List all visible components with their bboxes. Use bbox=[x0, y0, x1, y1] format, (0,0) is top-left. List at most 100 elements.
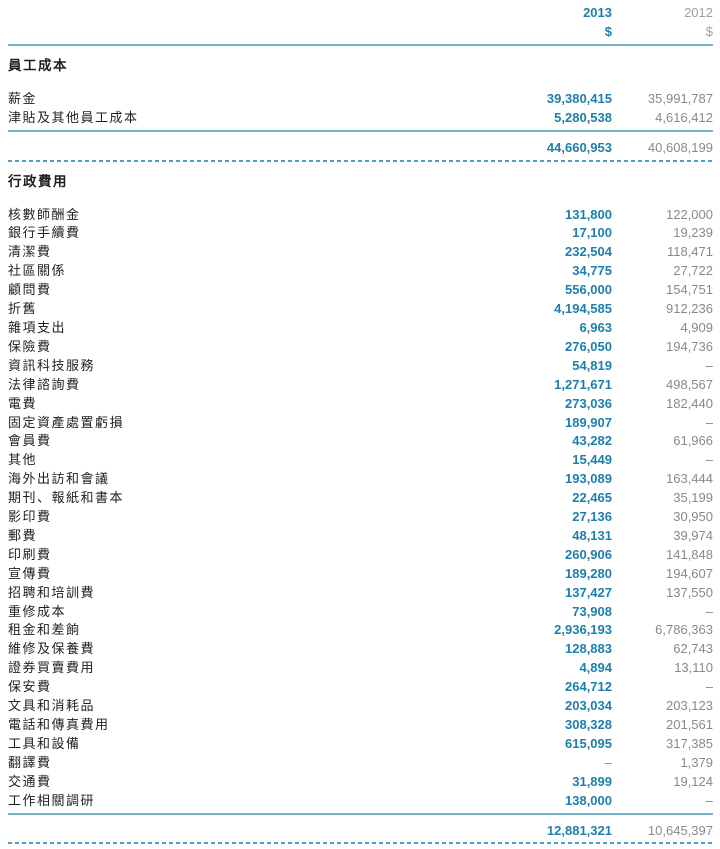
row-label: 會員費 bbox=[8, 433, 52, 449]
row-label: 印刷費 bbox=[8, 546, 52, 562]
row-label: 津貼及其他員工成本 bbox=[8, 109, 139, 125]
value-2013: 39,380,415 bbox=[546, 90, 612, 106]
value-2013: 308,328 bbox=[565, 717, 612, 732]
value-2013: 615,095 bbox=[565, 735, 612, 751]
value-2013: 264,712 bbox=[565, 679, 612, 695]
section-total-divider bbox=[8, 129, 713, 132]
year-header-row: 2013 2012 bbox=[8, 4, 713, 23]
value-2012: – bbox=[705, 603, 713, 619]
value-2012: 40,608,199 bbox=[647, 139, 713, 155]
table-row: 期刊、報紙和書本 22,465 35,199 bbox=[8, 489, 713, 508]
value-2012: 163,444 bbox=[666, 471, 713, 487]
header-divider-line bbox=[8, 43, 713, 46]
table-row: 重修成本 73,908 – bbox=[8, 603, 713, 622]
row-label: 海外出訪和會議 bbox=[8, 471, 110, 487]
value-2012: 194,607 bbox=[666, 565, 713, 581]
value-2012: – bbox=[705, 357, 713, 373]
value-2012: – bbox=[705, 452, 713, 468]
section-end-divider bbox=[8, 842, 713, 845]
value-2012: 498,567 bbox=[666, 376, 713, 392]
value-2012: 39,974 bbox=[673, 527, 713, 543]
row-label: 電話和傳真費用 bbox=[8, 717, 110, 732]
value-2013: 203,034 bbox=[565, 698, 612, 714]
section-total-row: 44,660,953 40,608,199 bbox=[8, 139, 713, 158]
value-2013: 2,936,193 bbox=[554, 622, 612, 638]
table-row: 交通費 31,899 19,124 bbox=[8, 773, 713, 792]
value-2012: 10,645,397 bbox=[647, 822, 713, 838]
value-2012: 61,966 bbox=[673, 433, 713, 449]
row-label: 證券買賣費用 bbox=[8, 660, 96, 676]
value-2013: 137,427 bbox=[565, 584, 612, 600]
value-2013: 27,136 bbox=[572, 509, 612, 525]
value-2013: 138,000 bbox=[565, 792, 612, 808]
table-row: 保安費 264,712 – bbox=[8, 678, 713, 697]
value-2013: 131,800 bbox=[565, 206, 612, 222]
table-row: 文具和消耗品 203,034 203,123 bbox=[8, 697, 713, 716]
value-2013: 4,194,585 bbox=[554, 301, 612, 317]
value-2013: – bbox=[604, 754, 612, 770]
row-label: 工具和設備 bbox=[8, 735, 81, 751]
value-2013: 4,894 bbox=[579, 660, 612, 676]
table-row: 折舊 4,194,585 912,236 bbox=[8, 300, 713, 319]
value-2013: 232,504 bbox=[565, 244, 612, 260]
table-row: 工作相關調研 138,000 – bbox=[8, 792, 713, 811]
table-row: 其他 15,449 – bbox=[8, 451, 713, 470]
table-row: 核數師酬金 131,800 122,000 bbox=[8, 206, 713, 225]
table-row: 雜項支出 6,963 4,909 bbox=[8, 319, 713, 338]
row-label: 交通費 bbox=[8, 773, 52, 789]
row-label: 工作相關調研 bbox=[8, 792, 96, 808]
value-2012: 30,950 bbox=[673, 509, 713, 525]
value-2013: 5,280,538 bbox=[554, 109, 612, 125]
value-2012: 4,909 bbox=[680, 319, 713, 335]
value-2012: 203,123 bbox=[666, 698, 713, 714]
row-label: 法律諮詢費 bbox=[8, 376, 81, 392]
value-2013: 128,883 bbox=[565, 641, 612, 657]
value-2013: 31,899 bbox=[572, 773, 612, 789]
value-2013: 34,775 bbox=[572, 263, 612, 279]
table-row: 津貼及其他員工成本 5,280,538 4,616,412 bbox=[8, 109, 713, 128]
row-label: 保險費 bbox=[8, 338, 52, 354]
column-header-2013: 2013 bbox=[583, 5, 612, 20]
value-2013: 276,050 bbox=[565, 338, 612, 354]
value-2012: 137,550 bbox=[666, 584, 713, 600]
value-2012: 27,722 bbox=[673, 263, 713, 279]
value-2013: 15,449 bbox=[572, 452, 612, 468]
table-row: 海外出訪和會議 193,089 163,444 bbox=[8, 470, 713, 489]
table-row: 證券買賣費用 4,894 13,110 bbox=[8, 659, 713, 678]
table-row: 資訊科技服務 54,819 – bbox=[8, 357, 713, 376]
row-label: 郵費 bbox=[8, 527, 38, 543]
table-row: 租金和差餉 2,936,193 6,786,363 bbox=[8, 621, 713, 640]
value-2013: 189,907 bbox=[565, 414, 612, 430]
value-2012: – bbox=[705, 792, 713, 808]
currency-symbol-2012: $ bbox=[705, 23, 713, 39]
value-2012: 912,236 bbox=[666, 301, 713, 317]
row-label: 影印費 bbox=[8, 509, 52, 525]
row-label: 文具和消耗品 bbox=[8, 698, 96, 714]
value-2012: 6,786,363 bbox=[655, 622, 713, 638]
table-row: 薪金 39,380,415 35,991,787 bbox=[8, 90, 713, 109]
table-row: 顧問費 556,000 154,751 bbox=[8, 281, 713, 300]
table-row: 保險費 276,050 194,736 bbox=[8, 338, 713, 357]
section-total-divider bbox=[8, 812, 713, 815]
value-2012: 317,385 bbox=[666, 735, 713, 751]
table-row: 宣傳費 189,280 194,607 bbox=[8, 565, 713, 584]
table-row: 會員費 43,282 61,966 bbox=[8, 432, 713, 451]
row-label: 電費 bbox=[8, 395, 38, 411]
table-row: 招聘和培訓費 137,427 137,550 bbox=[8, 584, 713, 603]
value-2013: 48,131 bbox=[572, 527, 612, 543]
value-2013: 22,465 bbox=[572, 490, 612, 506]
row-label: 翻譯費 bbox=[8, 754, 52, 770]
value-2012: 118,471 bbox=[666, 244, 713, 260]
row-label: 重修成本 bbox=[8, 603, 67, 619]
value-2013: 43,282 bbox=[572, 433, 612, 449]
row-label: 薪金 bbox=[8, 90, 38, 106]
row-label: 其他 bbox=[8, 452, 38, 468]
row-label: 期刊、報紙和書本 bbox=[8, 490, 125, 506]
value-2012: 1,379 bbox=[680, 754, 713, 770]
row-label: 固定資產處置虧損 bbox=[8, 414, 125, 430]
section-total-row: 12,881,321 10,645,397 bbox=[8, 822, 713, 841]
table-row: 電話和傳真費用 308,328 201,561 bbox=[8, 716, 713, 735]
section-end-divider bbox=[8, 159, 713, 162]
value-2012: 19,124 bbox=[673, 773, 713, 789]
row-label: 資訊科技服務 bbox=[8, 357, 96, 373]
